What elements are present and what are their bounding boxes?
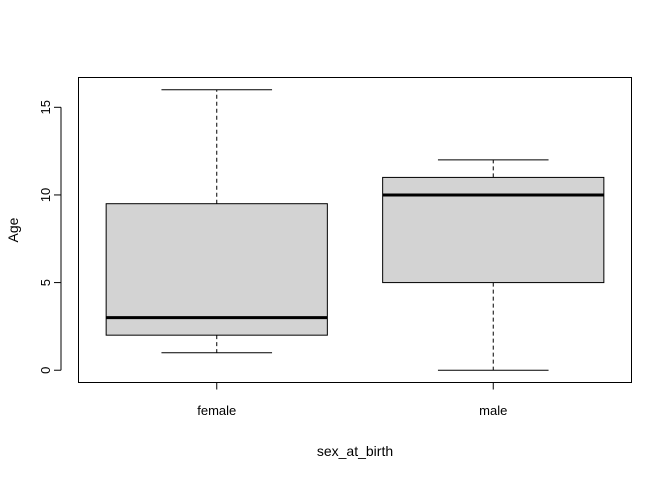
y-axis: 0 5 10 15 [38,100,62,374]
x-tick-label: male [479,403,507,418]
box-female [105,89,328,354]
x-axis-label: sex_at_birth [317,443,393,459]
y-tick-label: 15 [38,100,53,114]
iqr-box [382,176,605,284]
y-tick-label: 5 [38,279,53,286]
x-axis: female male [197,382,507,418]
y-tick-label: 0 [38,367,53,374]
y-axis-label: Age [5,217,21,242]
boxes-layer [105,89,605,371]
box-male [382,159,605,371]
x-tick-label: female [197,403,236,418]
y-tick-label: 10 [38,188,53,202]
iqr-box [105,203,328,336]
